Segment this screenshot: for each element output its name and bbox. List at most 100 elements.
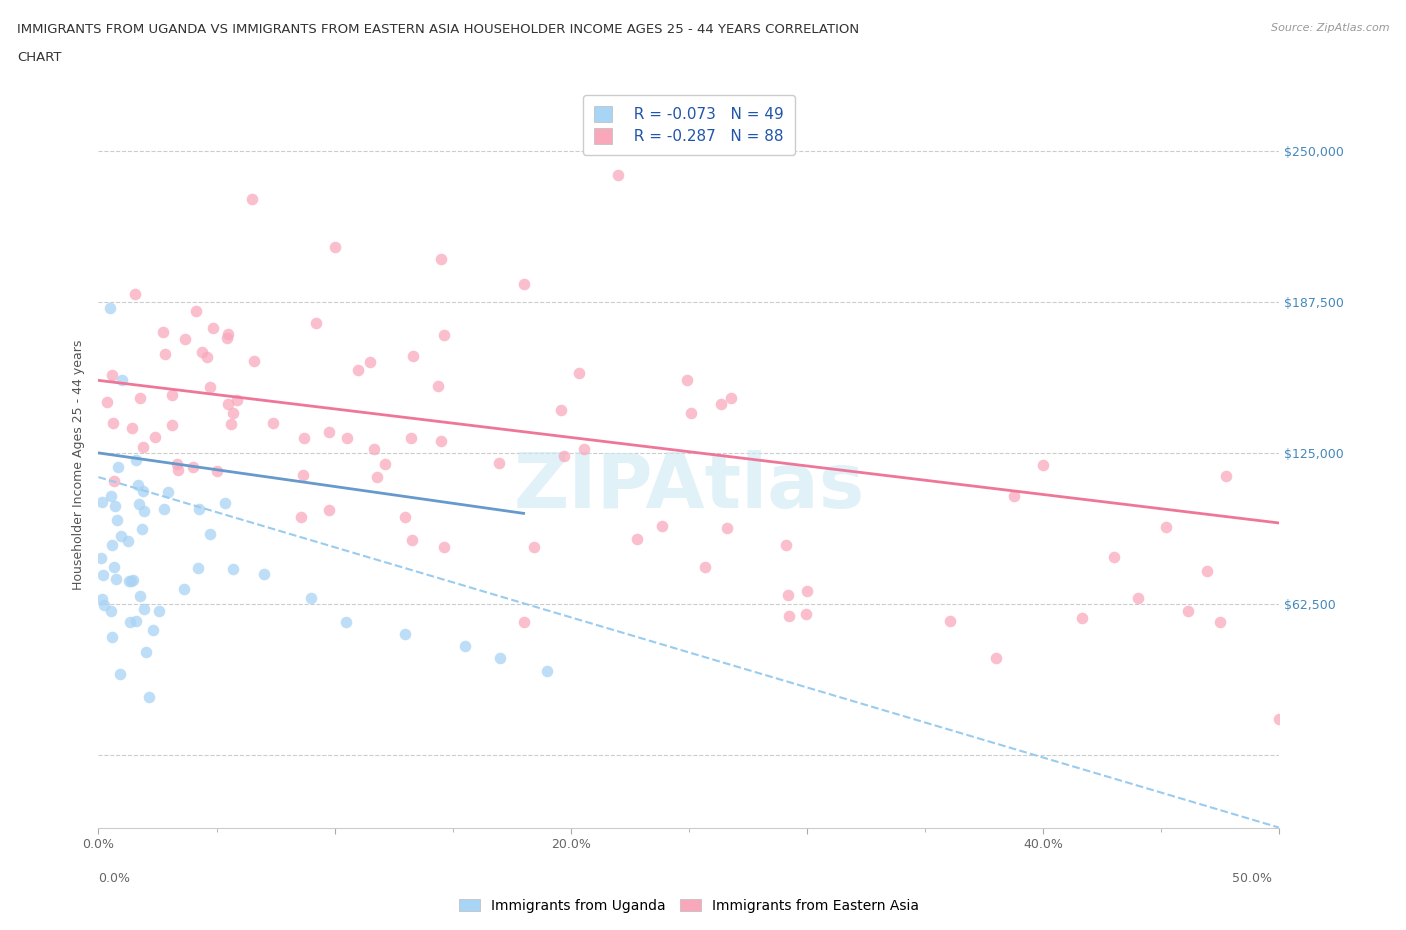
Point <box>128 497 150 512</box>
Point <box>433 327 456 342</box>
Point <box>778 588 800 603</box>
Point <box>1126 591 1149 605</box>
Point <box>138 690 160 705</box>
Point <box>148 604 170 618</box>
Text: Source: ZipAtlas.com: Source: ZipAtlas.com <box>1271 23 1389 33</box>
Point <box>402 349 425 364</box>
Point <box>1002 488 1025 503</box>
Point <box>219 417 242 432</box>
Point <box>202 320 225 335</box>
Point <box>124 453 146 468</box>
Point <box>108 667 131 682</box>
Text: 0.0%: 0.0% <box>98 872 131 885</box>
Point <box>93 568 115 583</box>
Text: ZIPAtlas: ZIPAtlas <box>513 450 865 524</box>
Point <box>100 488 122 503</box>
Legend:   R = -0.073   N = 49,   R = -0.287   N = 88: R = -0.073 N = 49, R = -0.287 N = 88 <box>583 96 794 155</box>
Point <box>91 591 114 606</box>
Text: IMMIGRANTS FROM UGANDA VS IMMIGRANTS FROM EASTERN ASIA HOUSEHOLDER INCOME AGES 2: IMMIGRANTS FROM UGANDA VS IMMIGRANTS FRO… <box>17 23 859 36</box>
Point <box>131 439 153 454</box>
Point <box>141 622 163 637</box>
Point <box>512 615 534 630</box>
Point <box>626 532 648 547</box>
Point <box>105 512 128 527</box>
Point <box>152 325 174 339</box>
Text: CHART: CHART <box>17 51 62 64</box>
Point <box>160 418 183 432</box>
Point <box>153 347 176 362</box>
Point <box>188 501 211 516</box>
Point <box>775 538 797 552</box>
Point <box>489 651 512 666</box>
Point <box>720 391 742 405</box>
Point <box>143 430 166 445</box>
Y-axis label: Householder Income Ages 25 - 44 years: Householder Income Ages 25 - 44 years <box>72 339 86 591</box>
Point <box>710 396 733 411</box>
Point <box>716 520 738 535</box>
Point <box>124 286 146 301</box>
Point <box>121 420 143 435</box>
Point <box>191 344 214 359</box>
Point <box>195 350 218 365</box>
Point <box>430 252 453 267</box>
Point <box>167 462 190 477</box>
Point <box>105 572 128 587</box>
Point <box>96 395 118 410</box>
Point <box>117 534 139 549</box>
Point <box>222 406 245 421</box>
Point <box>651 519 673 534</box>
Point <box>568 365 591 380</box>
Point <box>1215 468 1237 483</box>
Point <box>433 540 456 555</box>
Point <box>129 589 152 604</box>
Point <box>100 630 122 644</box>
Point <box>253 566 276 581</box>
Point <box>187 561 209 576</box>
Point <box>101 416 124 431</box>
Point <box>335 615 357 630</box>
Point <box>336 431 359 445</box>
Point <box>135 644 157 659</box>
Point <box>794 606 817 621</box>
Point <box>323 240 346 255</box>
Point <box>240 192 263 206</box>
Point <box>215 330 238 345</box>
Point <box>572 442 595 457</box>
Point <box>217 326 239 341</box>
Point <box>205 464 228 479</box>
Point <box>1268 711 1291 726</box>
Point <box>394 510 416 525</box>
Point <box>103 473 125 488</box>
Point <box>160 387 183 402</box>
Point <box>101 367 124 382</box>
Point <box>778 608 800 623</box>
Point <box>346 363 368 378</box>
Point <box>101 538 124 552</box>
Point <box>984 651 1007 666</box>
Point <box>93 598 115 613</box>
Point <box>103 560 125 575</box>
Point <box>1209 615 1232 630</box>
Point <box>488 455 510 470</box>
Point <box>132 484 155 498</box>
Point <box>550 403 572 418</box>
Point <box>394 627 416 642</box>
Point <box>118 615 141 630</box>
Point <box>523 539 546 554</box>
Point <box>198 379 221 394</box>
Point <box>695 560 717 575</box>
Point <box>243 354 266 369</box>
Point <box>157 485 180 499</box>
Point <box>122 573 145 588</box>
Point <box>1070 610 1092 625</box>
Point <box>292 431 315 445</box>
Point <box>125 613 148 628</box>
Point <box>1177 604 1199 618</box>
Point <box>134 602 156 617</box>
Point <box>291 468 314 483</box>
Point <box>359 355 381 370</box>
Point <box>430 433 453 448</box>
Point <box>217 396 239 411</box>
Point <box>1154 520 1177 535</box>
Point <box>290 509 312 524</box>
